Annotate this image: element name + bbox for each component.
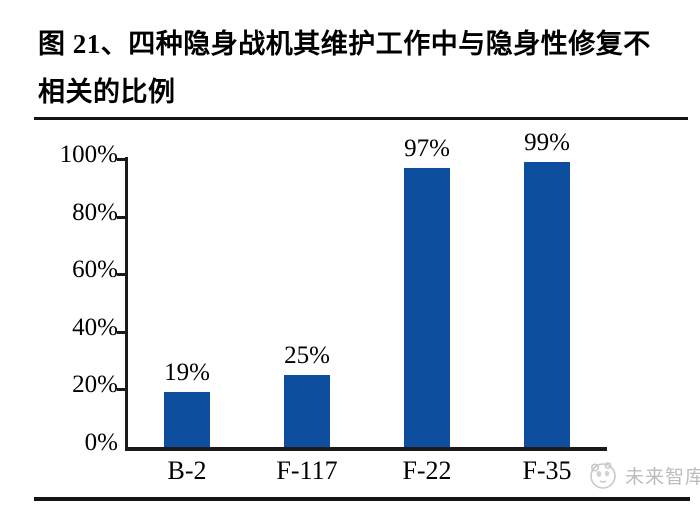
bar-f-22: [404, 167, 450, 447]
figure-title-line2: 相关的比例: [38, 77, 176, 107]
bar-b-2: [164, 392, 210, 447]
bar-value-label: 19%: [164, 359, 210, 387]
y-axis-line: [125, 157, 128, 451]
x-axis-category-label: B-2: [167, 456, 207, 485]
panda-logo-icon: [590, 462, 616, 489]
y-axis-tick-label: 20%: [72, 371, 118, 399]
figure-title: 图 21、四种隐身战机其维护工作中与隐身性修复不 相关的比例: [38, 20, 678, 116]
watermark: 未来智库: [588, 460, 700, 490]
bottom-rule: [34, 497, 690, 501]
y-axis-tick-label: 60%: [72, 256, 118, 284]
x-axis-category-label: F-22: [402, 456, 452, 485]
y-axis-tick-mark: [117, 215, 125, 219]
bar-f-35: [524, 161, 570, 447]
y-axis-tick-label: 80%: [72, 198, 118, 226]
y-axis-tick-label: 40%: [72, 313, 118, 341]
bar-value-label: 99%: [524, 128, 570, 156]
bar-f-117: [284, 375, 330, 447]
bar-value-label: 97%: [404, 134, 450, 162]
y-axis-tick-label: 100%: [59, 141, 118, 168]
watermark-text: 未来智库: [625, 466, 700, 488]
y-axis-tick-label: 0%: [84, 429, 118, 456]
y-axis-tick-mark: [117, 388, 125, 392]
y-axis-tick-mark: [117, 273, 125, 277]
x-axis-category-label: F-117: [276, 456, 338, 485]
y-axis-tick-mark: [117, 330, 125, 334]
x-axis-line: [125, 447, 607, 451]
figure-title-line1: 图 21、四种隐身战机其维护工作中与隐身性修复不: [38, 29, 651, 59]
title-divider-rule: [34, 117, 688, 120]
x-axis-category-label: F-35: [522, 456, 572, 485]
bar-value-label: 25%: [284, 342, 330, 369]
y-axis-tick-mark: [117, 158, 125, 161]
